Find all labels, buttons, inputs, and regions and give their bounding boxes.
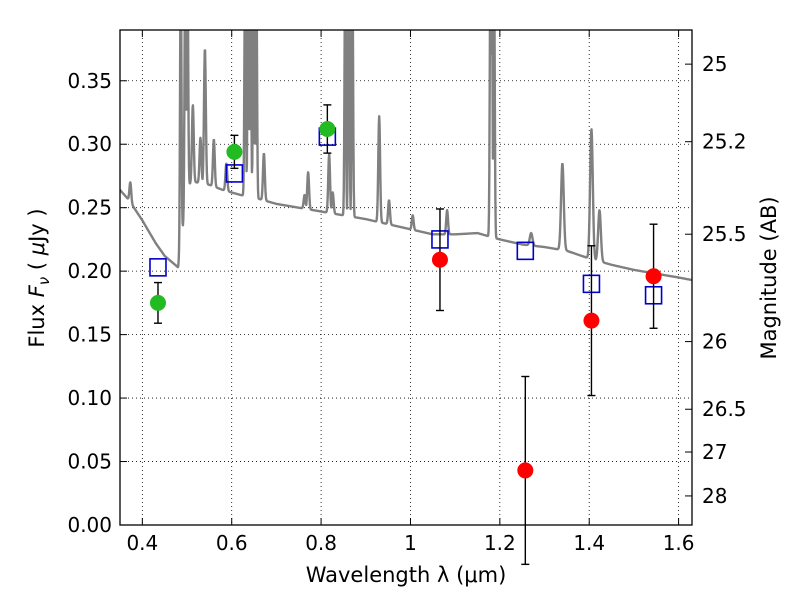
markers [149, 104, 663, 566]
y-axis-label: Flux Fν ( μJy ) [25, 208, 53, 347]
model-photometry-square [149, 258, 167, 277]
x-tick-label: 1.6 [663, 531, 695, 555]
y-axis-label-part-1: Flux [25, 297, 49, 347]
y-tick-label: 0.10 [67, 386, 112, 410]
y-tick-label: 0.20 [67, 259, 112, 283]
y-tick-label: 0.15 [67, 323, 112, 347]
y2-axis-label: Magnitude (AB) [757, 196, 781, 359]
optical-detection-point [319, 121, 336, 137]
y-axis-label-part-3: ν [35, 277, 53, 285]
y-tick-label: 0.30 [67, 132, 112, 156]
x-axis-label: Wavelength λ (μm) [306, 563, 507, 587]
y-axis-label-part-5: μ [25, 242, 49, 256]
x-tick-label: 1.4 [573, 531, 605, 555]
nir-detection-point [517, 462, 534, 479]
optical-detection-point [226, 143, 243, 160]
plot-frame [119, 29, 693, 526]
y2-tick-label: 28 [702, 484, 727, 508]
nir-detection-point [645, 268, 662, 285]
nir-detection-point [583, 312, 600, 329]
optical-detection-point [149, 294, 166, 311]
y-tick-label: 0.05 [67, 450, 112, 474]
model-spectrum-line [120, 30, 692, 282]
y-tick-label: 0.00 [67, 513, 112, 537]
y2-tick-label: 26 [702, 330, 727, 354]
x-tick-label: 1 [404, 531, 417, 555]
nir-detection-point [431, 251, 448, 268]
y-axis-label-part-2: F [25, 284, 49, 297]
y2-tick-label: 25.2 [702, 130, 747, 154]
x-tick-label: 0.6 [216, 531, 248, 555]
y-axis-label-part-6: Jy ) [25, 208, 49, 244]
y2-tick-label: 25 [702, 52, 727, 76]
axes: 0.4 0.6 0.8 1 1.2 1.4 1.6 0.00 0.05 0.10 0.15 0.20 0… [67, 30, 747, 555]
plot-area [120, 30, 692, 282]
y2-tick-label: 26.5 [702, 397, 747, 421]
model-photometry-square [516, 241, 535, 261]
x-tick-label: 1.2 [484, 531, 516, 555]
y-tick-label: 0.35 [67, 69, 112, 93]
y-axis-label-part-4: ( [25, 255, 49, 277]
y-tick-label: 0.25 [67, 196, 112, 220]
y2-tick-label: 27 [702, 440, 727, 464]
x-tick-label: 0.4 [126, 531, 158, 555]
y2-tick-label: 25.5 [702, 222, 747, 246]
x-tick-label: 0.8 [305, 531, 337, 555]
